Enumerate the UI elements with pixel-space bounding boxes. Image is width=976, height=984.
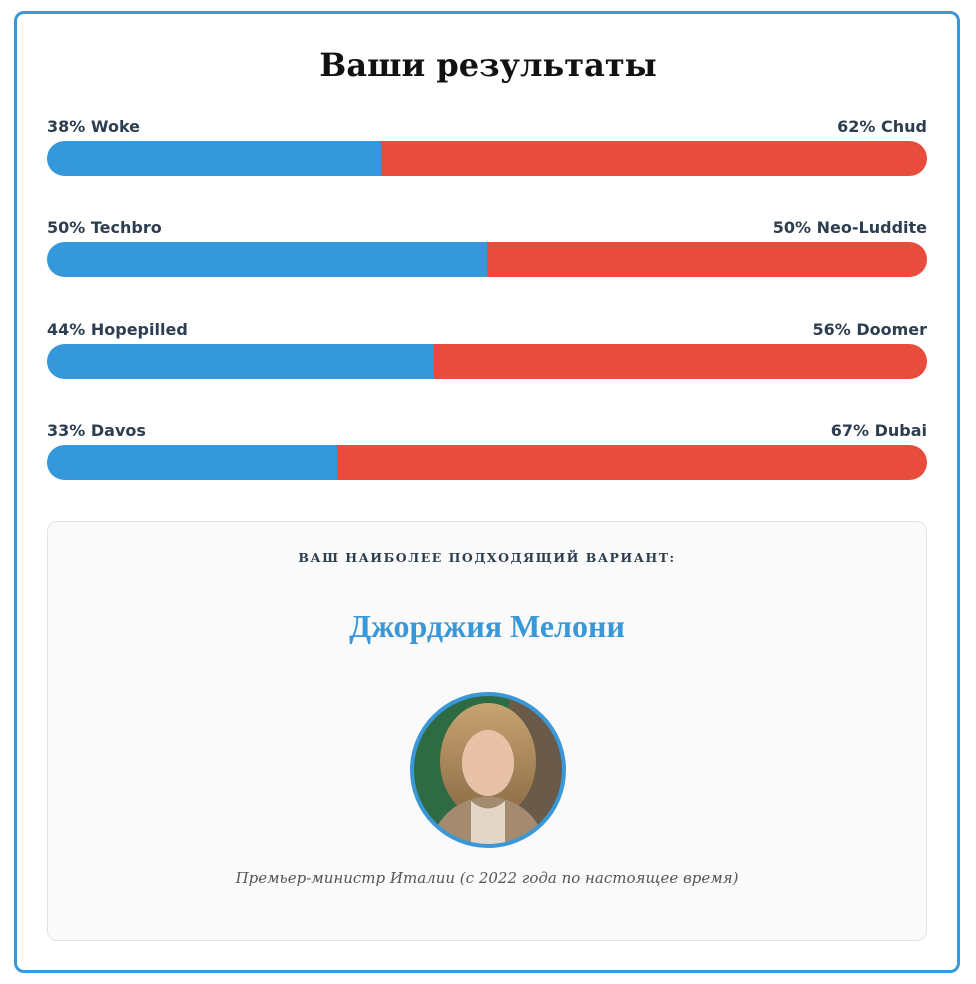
left-segment [47,141,382,176]
result-bar [47,242,927,278]
left-label: 38% Woke [47,117,140,136]
result-bar [47,444,927,480]
left-label: 33% Davos [47,420,146,440]
right-segment [337,444,927,480]
right-segment [381,141,927,176]
right-segment [434,343,927,379]
left-label: 50% Techbro [47,218,162,238]
right-label: 50% Neo-Luddite [772,218,927,238]
right-label: 62% Chud [837,117,927,136]
match-card: ВАШ НАИБОЛЕЕ ПОДХОДЯЩИЙ ВАРИАНТ: Джорджи… [47,521,927,941]
left-segment [47,242,487,278]
result-row: 50% Techbro 50% Neo-Luddite [47,218,927,278]
left-label: 44% Hopepilled [47,319,188,339]
results-frame [14,11,960,973]
result-bar [47,343,927,379]
right-label: 56% Doomer [812,319,927,339]
left-segment [47,444,338,480]
left-segment [47,343,435,379]
result-bar [47,141,927,176]
match-photo [410,692,566,848]
result-row: 33% Davos 67% Dubai [47,421,927,481]
match-name: Джорджия Мелони [349,608,625,644]
result-row: 38% Woke 62% Chud [47,117,927,177]
result-row: 44% Hopepilled 56% Doomer [47,320,927,380]
right-segment [487,242,927,278]
right-label: 67% Dubai [830,420,927,440]
title: Ваши результаты [319,46,657,84]
match-heading: ВАШ НАИБОЛЕЕ ПОДХОДЯЩИЙ ВАРИАНТ: [298,550,676,565]
match-caption: Премьер-министр Италии (с 2022 года по н… [235,869,739,887]
